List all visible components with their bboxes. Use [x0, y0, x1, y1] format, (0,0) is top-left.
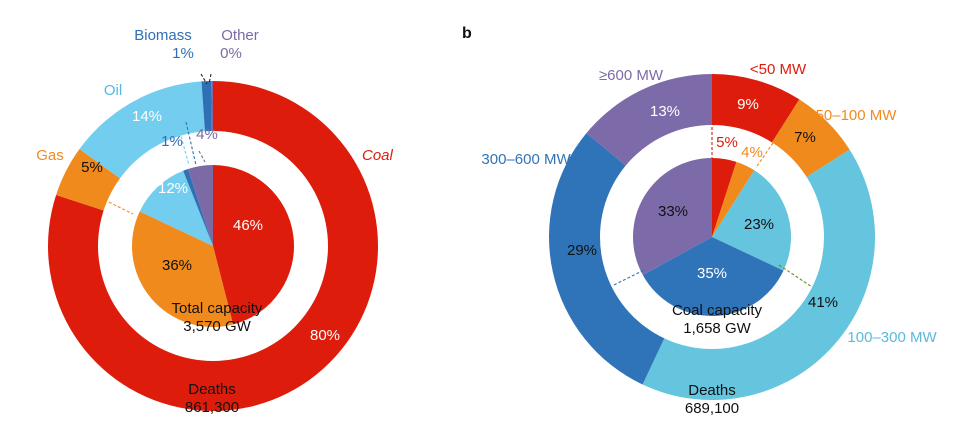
- bottom-label-b: Deaths: [688, 382, 736, 399]
- inner-pct-label-50-100-mw: 4%: [741, 144, 763, 161]
- inner-slice-lt-50-mw: [712, 158, 737, 237]
- outer-pct-label-oil: 14%: [132, 108, 162, 125]
- inner-slice-oil: [139, 170, 213, 246]
- inner-slice-coal: [213, 165, 294, 325]
- center-label-a: Total capacity: [172, 300, 263, 317]
- inner-slice-300-600-mw: [642, 237, 784, 316]
- inner-slice-gas: [132, 211, 234, 327]
- inner-pct-label-coal: 46%: [233, 217, 263, 234]
- center-label-b: Coal capacity: [672, 302, 763, 319]
- inner-slice-50-100-mw: [712, 161, 755, 237]
- leader-line: [185, 121, 197, 166]
- center-value-a: 3,570 GW: [183, 318, 251, 335]
- inner-pie-capacity-a: [132, 165, 294, 327]
- outer-pct-label-biomass: 1%: [172, 45, 194, 62]
- bottom-value-b: 689,100: [685, 400, 739, 417]
- outer-pct-label-300-600-mw: 29%: [567, 242, 597, 259]
- center-value-b: 1,658 GW: [683, 320, 751, 337]
- leader-line: [176, 121, 190, 166]
- bottom-label-a: Deaths: [188, 381, 236, 398]
- outer-pct-label-coal: 80%: [310, 327, 340, 344]
- panel-b-label: b: [462, 25, 472, 42]
- inner-slice-100-300-mw: [712, 170, 791, 271]
- inner-pct-label-300-600-mw: 35%: [697, 265, 727, 282]
- chart-panel-a: 80% 5% 14% 1% 0% Coal Gas Oil Biomass Other 46% 36%…: [36, 27, 393, 416]
- leader-line: [63, 179, 134, 215]
- category-label-lt-50-mw: <50 MW: [750, 61, 807, 78]
- inner-slice-other: [187, 165, 213, 246]
- outer-pct-label-lt-50-mw: 9%: [737, 96, 759, 113]
- inner-pct-label-lt-50-mw: 5%: [716, 134, 738, 151]
- category-label-oil: Oil: [104, 82, 122, 99]
- category-label-biomass: Biomass: [134, 27, 192, 44]
- outer-pct-label-50-100-mw: 7%: [794, 129, 816, 146]
- inner-pct-label-ge-600-mw: 33%: [658, 203, 688, 220]
- inner-pct-label-oil: 12%: [158, 180, 188, 197]
- chart-panel-b: b 9% 7% 41% 29% 13% <50 MW 50–100 MW 100–300 MW…: [462, 25, 937, 417]
- labels-b: 9% 7% 41% 29% 13% <50 MW 50–100 MW 100–300 MW 30…: [481, 61, 937, 346]
- leader-line: [613, 269, 645, 286]
- inner-pie-capacity-b: [633, 158, 791, 316]
- bottom-value-a: 861,300: [185, 399, 239, 416]
- outer-pct-label-100-300-mw: 41%: [808, 294, 838, 311]
- inner-pct-label-other: 4%: [196, 126, 218, 143]
- outer-pct-label-other: 0%: [220, 45, 242, 62]
- category-label-other: Other: [221, 27, 259, 44]
- leader-line: [198, 150, 206, 163]
- category-label-coal: Coal: [362, 147, 394, 164]
- category-label-100-300-mw: 100–300 MW: [847, 329, 937, 346]
- leader-line: [208, 73, 212, 85]
- inner-pct-label-biomass: 1%: [161, 133, 183, 150]
- outer-slice-coal: [47, 81, 378, 411]
- leader-line: [778, 264, 813, 288]
- category-label-ge-600-mw: ≥600 MW: [599, 67, 664, 84]
- category-label-300-600-mw: 300–600 MW: [481, 151, 571, 168]
- labels-a: 80% 5% 14% 1% 0% Coal Gas Oil Biomass Other 46% 36%…: [36, 27, 393, 344]
- leader-line: [200, 73, 208, 85]
- outer-pct-label-ge-600-mw: 13%: [650, 103, 680, 120]
- category-label-50-100-mw: 50–100 MW: [816, 107, 898, 124]
- inner-pct-label-100-300-mw: 23%: [744, 216, 774, 233]
- inner-slice-biomass: [183, 168, 213, 246]
- category-label-gas: Gas: [36, 147, 64, 164]
- inner-slice-ge-600-mw: [633, 158, 712, 276]
- outer-pct-label-gas: 5%: [81, 159, 103, 176]
- inner-pct-label-gas: 36%: [162, 257, 192, 274]
